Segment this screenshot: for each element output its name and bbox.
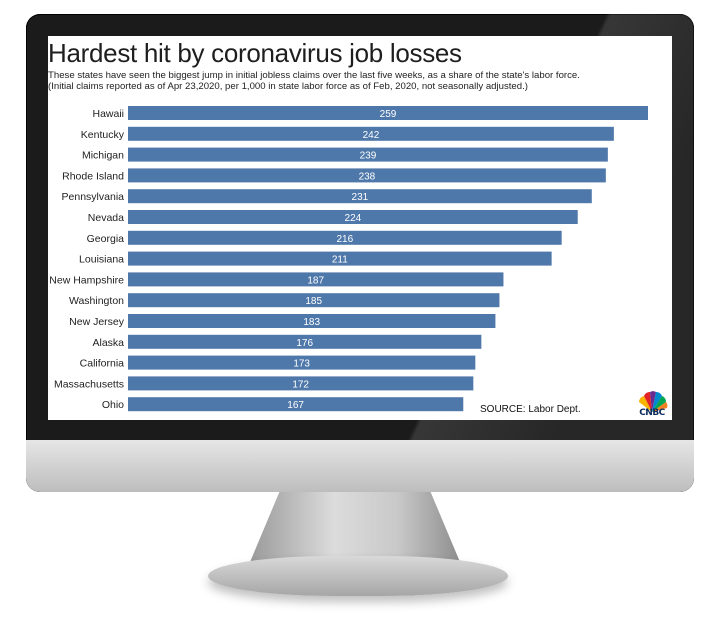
bar — [128, 314, 496, 328]
category-label: Ohio — [102, 399, 124, 411]
category-label: Pennsylvania — [62, 191, 125, 203]
bar-value-label: 167 — [287, 400, 304, 411]
source-note: SOURCE: Labor Dept. — [480, 404, 581, 415]
bar-value-label: 242 — [363, 130, 380, 141]
category-label: New Jersey — [69, 316, 125, 328]
bar — [128, 126, 614, 141]
monitor-stand-neck — [250, 492, 460, 562]
bar — [128, 272, 504, 287]
bar-value-label: 183 — [303, 317, 320, 328]
monitor-stand-base — [208, 556, 508, 596]
category-label: Nevada — [88, 212, 124, 224]
bar-value-label: 216 — [336, 234, 353, 245]
bar — [128, 355, 476, 370]
category-label: New Hampshire — [49, 274, 124, 286]
bar — [128, 397, 464, 412]
bar-value-label: 259 — [380, 109, 397, 120]
category-label: Louisiana — [79, 254, 124, 266]
category-label: Rhode Island — [62, 170, 124, 182]
bar-value-label: 239 — [360, 151, 377, 162]
bar — [128, 376, 474, 391]
bar-value-label: 185 — [305, 296, 322, 307]
category-label: Massachusetts — [54, 378, 124, 390]
category-label: Georgia — [87, 233, 125, 245]
category-label: Kentucky — [81, 129, 125, 141]
bar — [128, 168, 606, 183]
bar — [128, 251, 552, 266]
bar-value-label: 211 — [332, 255, 348, 266]
bar-value-label: 224 — [345, 213, 362, 224]
bar — [128, 189, 592, 204]
chart-title: Hardest hit by coronavirus job losses — [48, 38, 462, 68]
bar-value-label: 231 — [352, 192, 369, 203]
cnbc-wordmark: CNBC — [639, 408, 665, 418]
category-label: Michigan — [82, 150, 124, 162]
bar — [128, 106, 648, 120]
bar — [128, 293, 500, 308]
bar — [128, 210, 578, 224]
monitor-screen: Hardest hit by coronavirus job losses Th… — [48, 36, 672, 420]
bar-value-label: 187 — [307, 275, 324, 286]
bar — [128, 147, 608, 162]
chart-subtitle: These states have seen the biggest jump … — [48, 70, 580, 92]
bar-value-label: 173 — [293, 359, 310, 370]
category-label: Washington — [69, 295, 124, 307]
category-label: Alaska — [92, 337, 124, 349]
bar-value-label: 176 — [296, 338, 313, 349]
bar — [128, 230, 562, 245]
bar — [128, 334, 482, 349]
monitor-chin — [26, 440, 694, 492]
category-label: Hawaii — [92, 108, 124, 120]
bar-value-label: 238 — [359, 171, 376, 182]
bar-value-label: 172 — [292, 379, 309, 390]
category-label: California — [80, 358, 125, 370]
bar-chart: Hawaii 259 Kentucky 242 Michigan 239 Rhode Isl… — [49, 106, 648, 412]
cnbc-peacock-icon — [638, 391, 668, 412]
